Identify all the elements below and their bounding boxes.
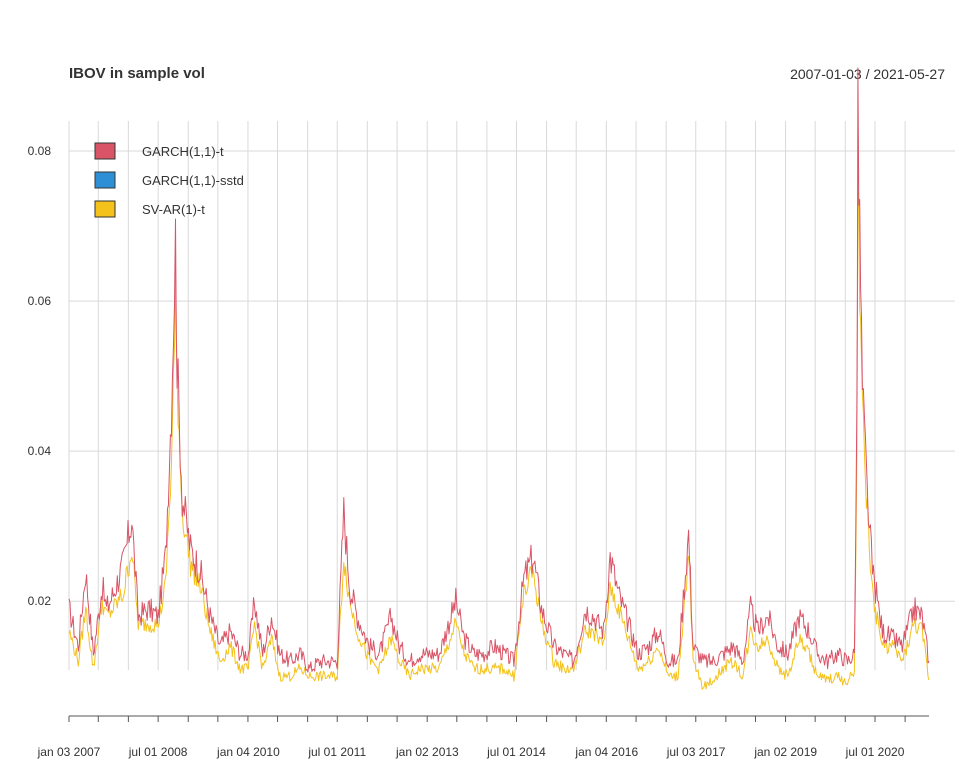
x-tick-label: jan 03 2007 [37, 745, 101, 759]
legend-label: GARCH(1,1)-t [142, 144, 224, 159]
x-tick-label: jul 03 2017 [666, 745, 726, 759]
x-tick-label: jul 01 2020 [845, 745, 905, 759]
legend: GARCH(1,1)-t GARCH(1,1)-sstd SV-AR(1)-t [94, 142, 244, 218]
x-tick-label: jan 02 2013 [395, 745, 459, 759]
chart-title: IBOV in sample vol [69, 65, 205, 82]
x-axis: jan 03 2007 jul 01 2008 jan 04 2010 jul 01 … [37, 715, 929, 759]
legend-label: SV-AR(1)-t [142, 202, 205, 217]
legend-swatch [94, 171, 116, 189]
x-tick-label: jan 04 2010 [216, 745, 280, 759]
legend-label: GARCH(1,1)-sstd [142, 173, 244, 188]
x-tick-label: jul 01 2014 [486, 745, 546, 759]
grid-lines [68, 121, 955, 670]
y-tick-label: 0.02 [28, 594, 52, 608]
series-group [68, 67, 930, 690]
y-tick-label: 0.06 [28, 294, 52, 308]
legend-swatch [94, 200, 116, 218]
x-tick-label: jan 04 2016 [574, 745, 638, 759]
y-tick-label: 0.08 [28, 144, 52, 158]
y-tick-label: 0.04 [28, 444, 52, 458]
series-line-sv-ar1-t [68, 192, 930, 690]
x-tick-label: jul 01 2011 [307, 745, 366, 759]
x-tick-label: jan 02 2019 [753, 745, 817, 759]
y-axis: 0.02 0.04 0.06 0.08 [28, 144, 52, 608]
series-line-garch-t [68, 67, 930, 673]
date-range-label: 2007-01-03 / 2021-05-27 [790, 66, 945, 82]
legend-swatch [94, 142, 116, 160]
x-tick-label: jul 01 2008 [128, 745, 188, 759]
